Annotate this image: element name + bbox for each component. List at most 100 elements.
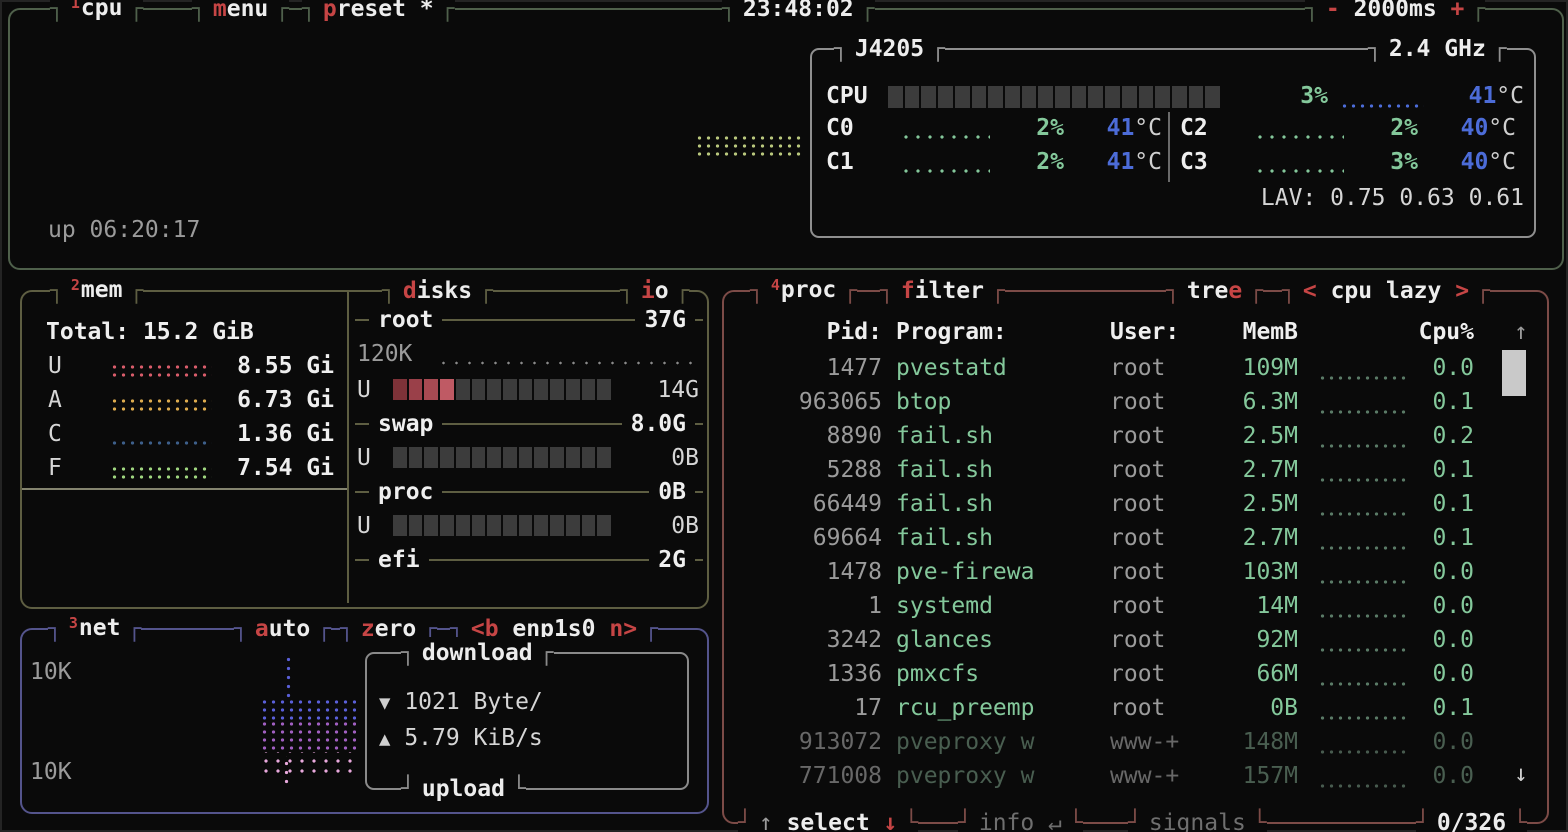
process-name: pveproxy w [896,763,1035,789]
mem-title-label: mem [80,277,123,303]
proc-panel: ┐ 4proc ┌ ┐ filter ┌ ┐ tree ┌ ┐ < cpu lazy > ┌ P… [722,275,1549,832]
process-cpu: 0.0 [1432,729,1474,755]
preset-button[interactable]: ┐ preset * ┌ [302,0,455,25]
process-row[interactable]: 8890 fail.sh root 2.5M 0.2 [724,420,1547,454]
process-cpu: 0.1 [1432,457,1474,483]
iface-next-button[interactable]: n> [609,616,638,642]
sort-next-button[interactable]: > [1455,278,1470,304]
clock-value: 23:48:02 [742,0,854,22]
process-name: btop [896,389,952,415]
process-mem: 148M [1242,729,1298,755]
process-cpu: 0.1 [1432,491,1474,517]
mem-row-value: 6.73 Gi [237,387,334,413]
signals-label: signals [1148,810,1246,832]
sort-selector[interactable]: ┐ < cpu lazy > ┌ [1282,275,1490,307]
select-up-icon[interactable]: ↑ [758,810,773,832]
menu-button[interactable]: ┐ menu ┌ [192,0,290,25]
process-pid: 963065 [798,389,882,415]
process-mem: 109M [1242,355,1298,381]
process-row[interactable]: 913072 pveproxy w www-+ 148M 0.0 [724,726,1547,760]
cpu-total-temp: 41°C [1468,83,1524,109]
process-mem: 2.5M [1242,423,1298,449]
disk-used-label: U [357,377,371,403]
interval-increase-button[interactable]: + [1450,0,1465,22]
process-row[interactable]: 5288 fail.sh root 2.7M 0.1 [724,454,1547,488]
uptime-label: up 06:20:17 [48,217,201,243]
mem-panel-title[interactable]: ┐ 2mem ┌ [50,275,144,307]
download-rate: ▼ 1021 Byte/ [379,689,543,715]
process-pid: 913072 [798,729,882,755]
disk-proc-header: proc 0B [355,476,703,508]
col-header-mem[interactable]: MemB [1242,319,1298,345]
process-row[interactable]: 963065 btop root 6.3M 0.1 [724,386,1547,420]
process-row[interactable]: 17 rcu_preemp root 0B 0.1 [724,692,1547,726]
process-row[interactable]: 69664 fail.sh root 2.7M 0.1 [724,522,1547,556]
disk-proc-used-meter [393,515,612,536]
scrollbar-thumb[interactable] [1502,350,1526,396]
net-scale-top: 10K [30,659,72,685]
net-auto-button[interactable]: ┐ auto ┌ [234,613,332,645]
filter-button[interactable]: ┐ filter ┌ [880,275,1005,307]
process-mem: 6.3M [1242,389,1298,415]
io-toggle[interactable]: ┐ io ┌ [620,275,690,307]
process-user: root [1110,525,1166,551]
process-row[interactable]: 1336 pmxcfs root 66M 0.0 [724,658,1547,692]
panel-hotkey: 1 [70,0,80,12]
core-temp: 41°C [1106,115,1162,141]
panel-hotkey: 3 [68,614,78,632]
interval-decrease-button[interactable]: - [1325,0,1340,22]
process-cpu: 0.0 [1432,763,1474,789]
cpu-panel-title[interactable]: ┐ 1cpu ┌ [50,0,144,25]
signals-button[interactable]: ┘ signals └ [1128,807,1267,832]
disk-size: 8.0G [630,411,686,437]
disk-name: efi [378,547,420,573]
process-row[interactable]: 771008 pveproxy w www-+ 157M 0.0 [724,760,1547,794]
process-user: root [1110,355,1166,381]
core-percent: 2% [1036,115,1064,141]
proc-panel-title[interactable]: ┐ 4proc ┌ [750,275,858,307]
col-header-program[interactable]: Program: [896,319,1007,345]
select-down-icon[interactable]: ↓ [883,810,898,832]
cpu-model: J4205 [854,36,925,62]
process-mem: 66M [1256,661,1298,687]
process-user: root [1110,389,1166,415]
col-header-cpu[interactable]: Cpu% [1418,319,1474,345]
process-cpu: 0.0 [1432,559,1474,585]
core-temp: 40°C [1460,149,1516,175]
net-upload-graph [260,722,356,752]
process-name: pveproxy w [896,729,1035,755]
io-label: o [654,278,669,304]
download-label: download [421,640,533,666]
info-button[interactable]: ┘ info ↵ └ [958,807,1083,832]
process-cpu-graph [1318,678,1406,688]
sort-prev-button[interactable]: < [1302,278,1317,304]
scroll-up-icon[interactable]: ↑ [1514,319,1528,345]
process-row[interactable]: 1 systemd root 14M 0.0 [724,590,1547,624]
col-header-user[interactable]: User: [1110,319,1180,345]
mem-row-graph [110,363,212,379]
process-row[interactable]: 3242 glances root 92M 0.0 [724,624,1547,658]
process-name: glances [896,627,993,653]
net-panel-title[interactable]: ┐ 3net ┌ [48,613,142,645]
panel-hotkey: 4 [770,276,780,294]
process-row[interactable]: 1477 pvestatd root 109M 0.0 [724,352,1547,386]
preset-hotkey: p [322,0,337,22]
select-control[interactable]: ┘ ↑ select ↓ └ [738,807,919,832]
col-header-pid[interactable]: Pid: [826,319,882,345]
process-row[interactable]: 1478 pve-firewa root 103M 0.0 [724,556,1547,590]
process-mem: 2.5M [1242,491,1298,517]
disk-used-value: 0B [671,445,699,471]
disks-toggle[interactable]: ┐ disks ┌ [382,275,493,307]
mem-row-graph [110,397,212,413]
disk-size: 37G [644,307,686,333]
process-cpu: 0.0 [1432,593,1474,619]
tree-button[interactable]: ┐ tree ┌ [1166,275,1264,307]
process-name: pvestatd [896,355,1007,381]
mem-section-divider [22,488,347,490]
process-row[interactable]: 66449 fail.sh root 2.5M 0.1 [724,488,1547,522]
upload-rate: ▲ 5.79 KiB/s [379,725,543,751]
scroll-down-icon[interactable]: ↓ [1514,761,1528,787]
process-pid: 5288 [826,457,882,483]
process-cpu: 0.0 [1432,355,1474,381]
process-cpu: 0.1 [1432,389,1474,415]
